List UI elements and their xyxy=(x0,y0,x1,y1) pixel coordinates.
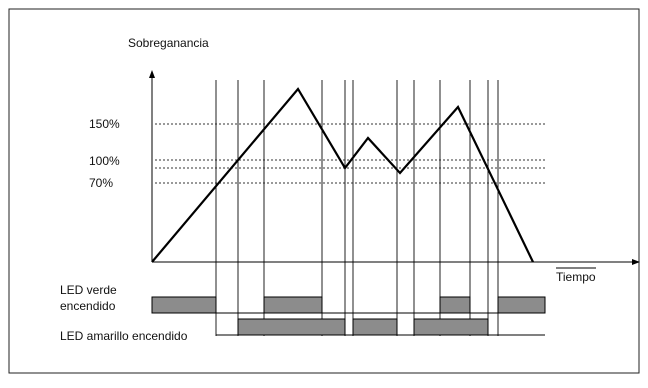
outer-frame xyxy=(8,8,640,374)
led-yellow-on-bar xyxy=(352,318,398,336)
x-axis-arrow-icon xyxy=(632,259,640,265)
threshold-label-70: 70% xyxy=(89,176,113,190)
x-axis-label: Tiempo xyxy=(556,270,596,284)
led-green-on-bar xyxy=(263,296,323,314)
led-green-on-bar xyxy=(151,296,217,314)
y-axis-label: Sobreganancia xyxy=(128,36,209,50)
led-green-label-line1: LED verde xyxy=(60,283,117,297)
led-yellow-on-bar xyxy=(237,318,346,336)
led-green-on-bar xyxy=(497,296,546,314)
y-axis-arrow-icon xyxy=(149,70,155,78)
led-yellow-on-bar xyxy=(413,318,489,336)
threshold-label-150: 150% xyxy=(89,117,120,131)
led-green-on-bar xyxy=(439,296,471,314)
threshold-label-100: 100% xyxy=(89,154,120,168)
led-yellow-label: LED amarillo encendido xyxy=(60,329,188,343)
timing-markers xyxy=(215,80,499,336)
led-green-label-line2: encendido xyxy=(60,299,116,313)
overgain-curve xyxy=(151,87,534,263)
